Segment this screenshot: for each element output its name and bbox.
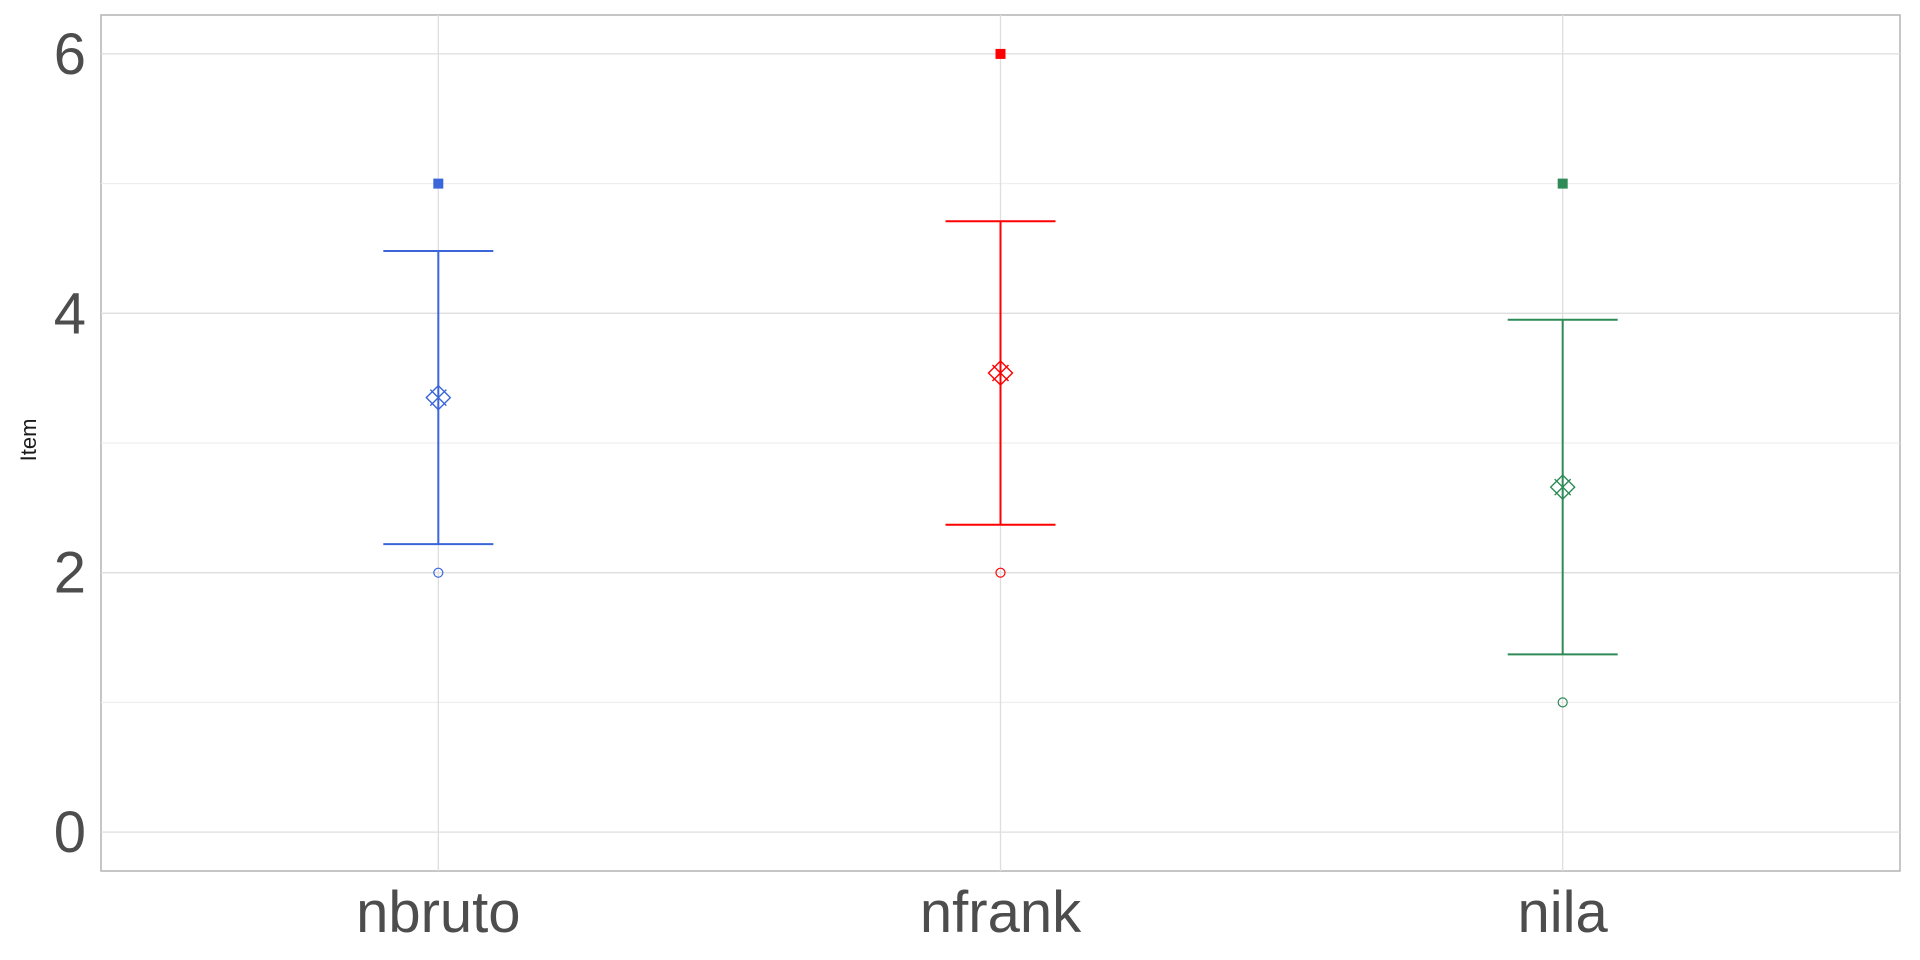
y-tick-label: 4 xyxy=(54,281,86,346)
x-tick-label: nila xyxy=(1518,880,1609,945)
y-tick-label: 6 xyxy=(54,22,86,87)
min-point xyxy=(433,567,444,578)
y-tick-label: 0 xyxy=(54,800,86,865)
max-point xyxy=(995,48,1006,59)
series-nila xyxy=(1507,178,1618,708)
mean-marker xyxy=(1549,474,1576,501)
y-axis-label: Item xyxy=(16,419,41,462)
x-axis-ticks: nbruto nfrank nila xyxy=(356,880,1608,945)
max-point xyxy=(433,178,444,189)
min-point xyxy=(995,567,1006,578)
mean-marker xyxy=(987,359,1014,386)
x-tick-label: nbruto xyxy=(356,880,520,945)
min-point xyxy=(1557,697,1568,708)
series-nbruto xyxy=(383,178,494,578)
mean-marker xyxy=(425,384,452,411)
x-tick-label: nfrank xyxy=(920,880,1082,945)
chart-marks xyxy=(383,48,1618,708)
max-point xyxy=(1557,178,1568,189)
y-tick-label: 2 xyxy=(54,541,86,606)
y-axis-ticks: 0 2 4 6 xyxy=(54,22,86,865)
series-nfrank xyxy=(945,48,1056,578)
